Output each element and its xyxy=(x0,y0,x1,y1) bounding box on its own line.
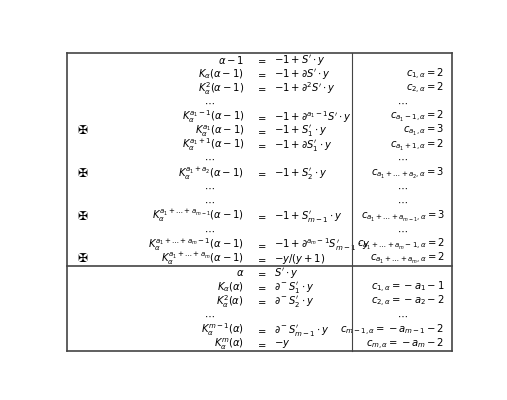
Text: $K_\alpha(\alpha)$: $K_\alpha(\alpha)$ xyxy=(217,280,244,294)
Text: $K_\alpha^{a_1+\ldots+a_{m-1}}(\alpha-1)$: $K_\alpha^{a_1+\ldots+a_{m-1}}(\alpha-1)… xyxy=(152,208,244,224)
Text: $-1 + \partial S^{\prime} \cdot y$: $-1 + \partial S^{\prime} \cdot y$ xyxy=(274,67,330,81)
Text: $c_{1,\alpha} = -a_1 - 1$: $c_{1,\alpha} = -a_1 - 1$ xyxy=(371,280,445,295)
Text: $=$: $=$ xyxy=(256,240,267,250)
Text: $=$: $=$ xyxy=(256,339,267,349)
Text: $c_{a_1-1,\alpha} = 2$: $c_{a_1-1,\alpha} = 2$ xyxy=(390,109,445,124)
Text: $=$: $=$ xyxy=(256,168,267,178)
Text: $c_{2,\alpha} = 2$: $c_{2,\alpha} = 2$ xyxy=(407,81,445,96)
Text: $=$: $=$ xyxy=(256,55,267,65)
Text: $-y$: $-y$ xyxy=(274,338,290,350)
Text: $K_\alpha^{m-1}(\alpha)$: $K_\alpha^{m-1}(\alpha)$ xyxy=(201,322,244,338)
Text: $\cdots$: $\cdots$ xyxy=(204,98,215,108)
Text: ✠: ✠ xyxy=(77,124,87,137)
Text: $\cdots$: $\cdots$ xyxy=(204,197,215,207)
Text: $\cdots$: $\cdots$ xyxy=(204,183,215,193)
Text: $c_{a_1+\ldots+a_m,\alpha} = 2$: $c_{a_1+\ldots+a_m,\alpha} = 2$ xyxy=(370,251,445,266)
Text: $-1 + S_{m-1}^{\prime} \cdot y$: $-1 + S_{m-1}^{\prime} \cdot y$ xyxy=(274,209,342,224)
Text: $\partial^- S_2^{\prime} \cdot y$: $\partial^- S_2^{\prime} \cdot y$ xyxy=(274,294,314,309)
Text: $\alpha - 1$: $\alpha - 1$ xyxy=(218,54,244,66)
Text: $=$: $=$ xyxy=(256,268,267,278)
Text: $\cdots$: $\cdots$ xyxy=(397,311,408,321)
Text: $K_\alpha^{a_1+1}(\alpha-1)$: $K_\alpha^{a_1+1}(\alpha-1)$ xyxy=(182,137,244,154)
Text: $-1 + S_2^{\prime} \cdot y$: $-1 + S_2^{\prime} \cdot y$ xyxy=(274,166,327,181)
Text: $\cdots$: $\cdots$ xyxy=(397,197,408,207)
Text: $\cdots$: $\cdots$ xyxy=(397,98,408,108)
Text: $\alpha$: $\alpha$ xyxy=(236,268,244,278)
Text: ✠: ✠ xyxy=(77,210,87,223)
Text: $K_\alpha^{a_1+\ldots+a_m}(\alpha-1)$: $K_\alpha^{a_1+\ldots+a_m}(\alpha-1)$ xyxy=(161,251,244,267)
Text: $K_\alpha^2(\alpha)$: $K_\alpha^2(\alpha)$ xyxy=(216,293,244,310)
Text: $\partial^- S_{m-1}^{\prime} \cdot y$: $\partial^- S_{m-1}^{\prime} \cdot y$ xyxy=(274,322,330,338)
Text: $\cdots$: $\cdots$ xyxy=(397,226,408,236)
Text: $=$: $=$ xyxy=(256,211,267,221)
Text: $c_{a_1+1,\alpha} = 2$: $c_{a_1+1,\alpha} = 2$ xyxy=(390,138,445,153)
Text: $K_\alpha^{a_1+a_2}(\alpha-1)$: $K_\alpha^{a_1+a_2}(\alpha-1)$ xyxy=(178,166,244,182)
Text: $\cdots$: $\cdots$ xyxy=(397,183,408,193)
Text: $c_{a_1+\ldots+a_{m-1},\alpha} = 3$: $c_{a_1+\ldots+a_{m-1},\alpha} = 3$ xyxy=(360,209,445,224)
Text: $=$: $=$ xyxy=(256,112,267,122)
Text: $=$: $=$ xyxy=(256,296,267,306)
Text: $c_{m,\alpha} = -a_m - 2$: $c_{m,\alpha} = -a_m - 2$ xyxy=(366,337,445,352)
Text: $=$: $=$ xyxy=(256,69,267,79)
Text: $c_{a_1+\ldots+a_m-1,\alpha} = 2$: $c_{a_1+\ldots+a_m-1,\alpha} = 2$ xyxy=(357,237,445,252)
Text: $\cdots$: $\cdots$ xyxy=(204,154,215,164)
Text: $K_\alpha^m(\alpha)$: $K_\alpha^m(\alpha)$ xyxy=(214,336,244,352)
Text: $-1 + S^{\prime} \cdot y$: $-1 + S^{\prime} \cdot y$ xyxy=(274,53,325,67)
Text: $\cdots$: $\cdots$ xyxy=(397,154,408,164)
Text: $K_\alpha^2(\alpha-1)$: $K_\alpha^2(\alpha-1)$ xyxy=(198,80,244,96)
Text: $-1 + \partial^{a_m-1} S_{m-1}^{\prime} \cdot y$: $-1 + \partial^{a_m-1} S_{m-1}^{\prime} … xyxy=(274,236,370,253)
Text: $c_{m-1,\alpha} = -a_{m-1} - 2$: $c_{m-1,\alpha} = -a_{m-1} - 2$ xyxy=(340,322,445,338)
Text: $K_\alpha^{a_1-1}(\alpha-1)$: $K_\alpha^{a_1-1}(\alpha-1)$ xyxy=(182,108,244,125)
Text: $\cdots$: $\cdots$ xyxy=(204,311,215,321)
Text: $-1 + \partial S_1^{\prime} \cdot y$: $-1 + \partial S_1^{\prime} \cdot y$ xyxy=(274,138,332,152)
Text: $c_{1,\alpha} = 2$: $c_{1,\alpha} = 2$ xyxy=(407,66,445,82)
Text: $\cdots$: $\cdots$ xyxy=(204,226,215,236)
Text: $=$: $=$ xyxy=(256,140,267,150)
Text: $S^{\prime} \cdot y$: $S^{\prime} \cdot y$ xyxy=(274,266,298,280)
Text: ✠: ✠ xyxy=(77,167,87,180)
Text: $=$: $=$ xyxy=(256,83,267,93)
Text: $=$: $=$ xyxy=(256,126,267,136)
Text: $K_\alpha^{a_1+\ldots+a_m-1}(\alpha-1)$: $K_\alpha^{a_1+\ldots+a_m-1}(\alpha-1)$ xyxy=(148,236,244,253)
Text: $c_{a_1,\alpha} = 3$: $c_{a_1,\alpha} = 3$ xyxy=(403,123,445,138)
Text: $=$: $=$ xyxy=(256,254,267,264)
Text: $-1 + S_1^{\prime} \cdot y$: $-1 + S_1^{\prime} \cdot y$ xyxy=(274,123,327,138)
Text: $c_{a_1+\ldots+a_2,\alpha} = 3$: $c_{a_1+\ldots+a_2,\alpha} = 3$ xyxy=(371,166,445,181)
Text: $K_\alpha(\alpha-1)$: $K_\alpha(\alpha-1)$ xyxy=(198,67,244,81)
Text: $=$: $=$ xyxy=(256,282,267,292)
Text: $-1 + \partial^{a_1-1} S^{\prime} \cdot y$: $-1 + \partial^{a_1-1} S^{\prime} \cdot … xyxy=(274,109,351,124)
Text: $\partial^- S_1^{\prime} \cdot y$: $\partial^- S_1^{\prime} \cdot y$ xyxy=(274,280,314,295)
Text: ✠: ✠ xyxy=(77,252,87,266)
Text: $-1 + \partial^2 S^{\prime} \cdot y$: $-1 + \partial^2 S^{\prime} \cdot y$ xyxy=(274,80,335,96)
Text: $=$: $=$ xyxy=(256,325,267,335)
Text: $K_\alpha^{a_1}(\alpha-1)$: $K_\alpha^{a_1}(\alpha-1)$ xyxy=(195,123,244,138)
Text: $c_{2,\alpha} = -a_2 - 2$: $c_{2,\alpha} = -a_2 - 2$ xyxy=(371,294,445,309)
Text: $-y/(y+1)$: $-y/(y+1)$ xyxy=(274,252,325,266)
